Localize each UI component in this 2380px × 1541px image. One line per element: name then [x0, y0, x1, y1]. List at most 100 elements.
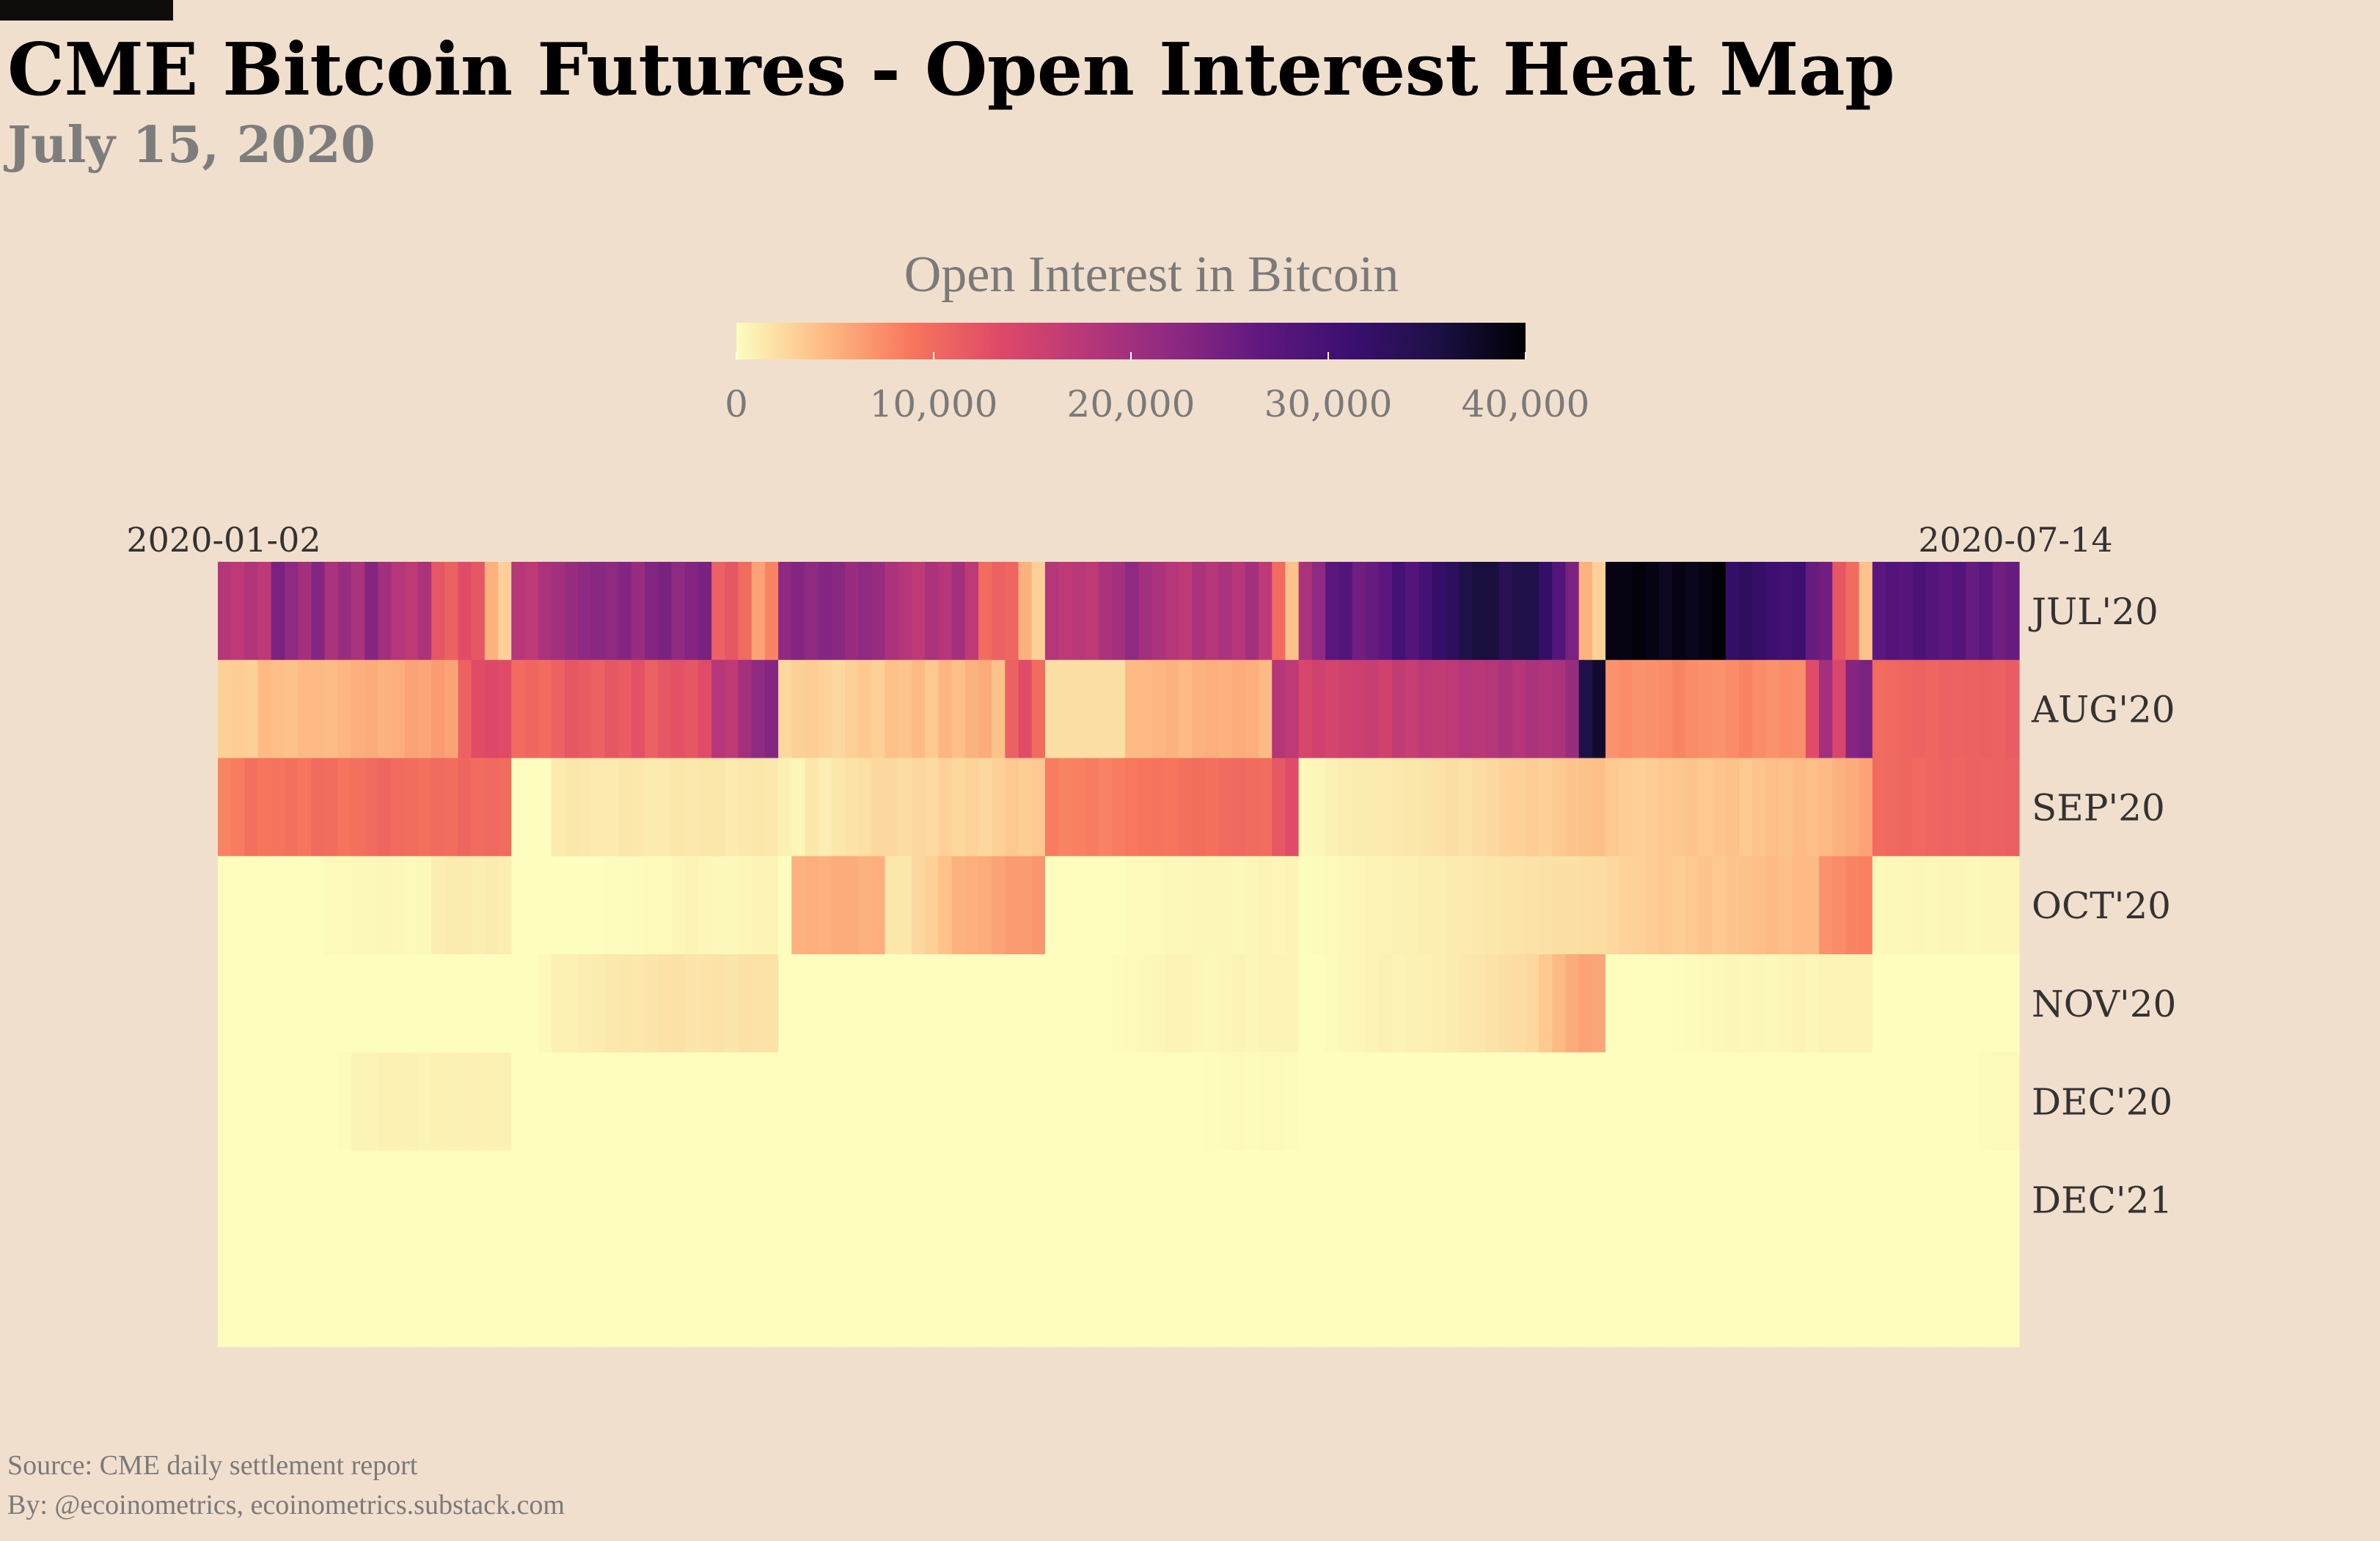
heatmap-cell: [1365, 1150, 1380, 1249]
heatmap-cell: [1752, 1248, 1766, 1347]
heatmap-cell: [1245, 856, 1259, 955]
heatmap-cell: [524, 1052, 539, 1152]
heatmap-cell: [1285, 856, 1300, 955]
heatmap-cell: [578, 1248, 592, 1347]
row-label: DEC'20: [2032, 1081, 2172, 1124]
top-accent-bar: [0, 0, 173, 21]
heatmap-cell: [938, 1150, 953, 1249]
heatmap-cell: [391, 562, 406, 661]
heatmap-cell: [1899, 562, 1914, 661]
heatmap-cell: [818, 1052, 832, 1152]
heatmap-cell: [1899, 758, 1914, 857]
heatmap-cell: [831, 1248, 846, 1347]
heatmap-cell: [618, 659, 632, 759]
heatmap-cell: [658, 1248, 673, 1347]
heatmap-cell: [271, 1248, 285, 1347]
heatmap-cell: [1031, 1150, 1046, 1249]
heatmap-cell: [351, 1150, 365, 1249]
heatmap-cell: [1792, 1248, 1806, 1347]
heatmap-cell: [1899, 856, 1914, 955]
heatmap-cell: [1044, 1150, 1059, 1249]
heatmap-cell: [498, 1150, 512, 1249]
heatmap-cell: [1872, 1150, 1886, 1249]
heatmap-cell: [778, 758, 792, 857]
heatmap-cell: [1938, 659, 1953, 759]
heatmap-cell: [511, 954, 526, 1053]
heatmap-cell: [912, 659, 926, 759]
heatmap-cell: [444, 758, 459, 857]
heatmap-cell: [1752, 659, 1766, 759]
heatmap-cell: [1458, 1248, 1473, 1347]
heatmap-cell: [1578, 1150, 1593, 1249]
heatmap-cell: [231, 1150, 245, 1249]
heatmap-cell: [1418, 856, 1433, 955]
heatmap-cell: [778, 954, 792, 1053]
heatmap-cell: [1672, 1248, 1686, 1347]
heatmap-cell: [1605, 758, 1619, 857]
heatmap-cell: [1018, 1052, 1033, 1152]
heatmap-cell: [1352, 1248, 1366, 1347]
heatmap-cell: [738, 1052, 753, 1152]
heatmap-cell: [1699, 659, 1713, 759]
heatmap-cell: [471, 1052, 486, 1152]
heatmap-cell: [697, 954, 712, 1053]
heatmap-cell: [1979, 954, 1993, 1053]
heatmap-cell: [1712, 1248, 1727, 1347]
heatmap-cell: [1098, 1150, 1113, 1249]
heatmap-cell: [898, 856, 912, 955]
heatmap-cell: [1819, 1052, 1833, 1152]
heatmap-cell: [1952, 758, 1966, 857]
heatmap-cell: [298, 659, 312, 759]
heatmap-cell: [1819, 659, 1833, 759]
heatmap-cell: [1072, 562, 1086, 661]
heatmap-cell: [885, 954, 899, 1053]
heatmap-cell: [1525, 1248, 1539, 1347]
heatmap-cell: [1165, 659, 1179, 759]
heatmap-cell: [1992, 954, 2007, 1053]
heatmap-cell: [1205, 1052, 1220, 1152]
heatmap-cell: [1725, 1150, 1740, 1249]
heatmap-cell: [417, 856, 432, 955]
heatmap-cell: [284, 1150, 299, 1249]
heatmap-cell: [1712, 562, 1727, 661]
heatmap-cell: [1752, 758, 1766, 857]
heatmap-cell: [1966, 1248, 1980, 1347]
heatmap-cell: [1699, 954, 1713, 1053]
heatmap-cell: [1445, 1150, 1460, 1249]
heatmap-cell: [538, 1052, 552, 1152]
heatmap-cell: [1779, 1052, 1793, 1152]
heatmap-cell: [431, 1052, 445, 1152]
heatmap-cell: [1098, 1052, 1113, 1152]
heatmap-cell: [1765, 856, 1780, 955]
heatmap-cell: [431, 1248, 445, 1347]
heatmap-cell: [1378, 856, 1393, 955]
heatmap-cell: [511, 758, 526, 857]
heatmap-cell: [1192, 1052, 1206, 1152]
heatmap-cell: [658, 562, 673, 661]
heatmap-cell: [1365, 1248, 1380, 1347]
heatmap-cell: [1231, 758, 1246, 857]
heatmap-cell: [1418, 954, 1433, 1053]
heatmap-cell: [684, 659, 699, 759]
heatmap-cell: [1738, 1150, 1753, 1249]
heatmap-cell: [1578, 1248, 1593, 1347]
heatmap-cell: [311, 1052, 326, 1152]
heatmap-cell: [538, 856, 552, 955]
heatmap-cell: [1031, 954, 1046, 1053]
heatmap-cell: [1138, 1150, 1153, 1249]
heatmap-cell: [1872, 562, 1886, 661]
heatmap-cell: [964, 562, 979, 661]
heatmap-cell: [1805, 659, 1820, 759]
heatmap-cell: [805, 954, 819, 1053]
heatmap-cell: [511, 659, 526, 759]
heatmap-cell: [365, 659, 378, 759]
heatmap-cell: [764, 562, 779, 661]
heatmap-cell: [1512, 1150, 1526, 1249]
heatmap-cell: [1485, 1052, 1500, 1152]
heatmap-cell: [1979, 758, 1993, 857]
heatmap-cell: [1539, 562, 1553, 661]
heatmap-cell: [925, 562, 939, 661]
heatmap-cell: [1192, 659, 1206, 759]
heatmap-cell: [1298, 659, 1313, 759]
heatmap-cell: [1992, 1248, 2007, 1347]
